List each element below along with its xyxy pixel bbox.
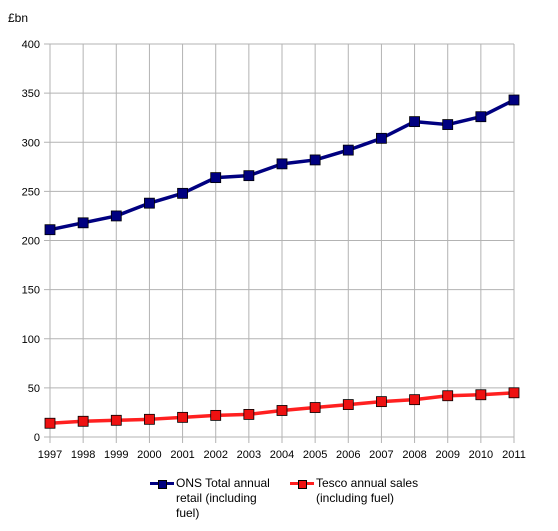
x-tick-label: 1998 — [71, 449, 95, 461]
y-tick-label: 150 — [22, 285, 40, 297]
x-tick-label: 2011 — [502, 449, 526, 461]
series-0-point — [442, 119, 454, 130]
series-1-point — [475, 389, 487, 401]
x-tick-label: 2008 — [402, 449, 426, 461]
series-1-point — [210, 409, 222, 421]
y-tick-label: 250 — [22, 186, 40, 198]
legend-item-tesco: Tesco annual sales (including fuel) — [288, 476, 456, 521]
gridlines — [44, 43, 515, 443]
series-1-point — [243, 409, 255, 420]
series-1-point — [442, 390, 454, 402]
series-0-point — [177, 187, 188, 199]
series-0-point — [508, 94, 520, 106]
series-0-point — [276, 158, 288, 170]
series-0-point — [475, 111, 487, 123]
series-1-point — [409, 394, 420, 406]
x-tick-label: 2003 — [237, 449, 261, 461]
x-tick-label: 2005 — [303, 449, 327, 461]
y-tick-label: 300 — [22, 137, 40, 149]
x-tick-label: 2000 — [137, 449, 161, 461]
series-1-point — [44, 417, 56, 429]
x-axis-ticks: 1997 1998 1999 2000 2001 2002 2003 2004 2005 2006… — [38, 449, 526, 461]
series-0-point — [342, 144, 354, 156]
series-0-point — [243, 170, 255, 182]
series-0-point — [376, 132, 387, 144]
series-1-point — [508, 387, 520, 399]
y-tick-label: 50 — [28, 383, 40, 395]
series-1-point — [276, 405, 288, 416]
legend-label-ons: ONS Total annual retail (including fuel) — [176, 476, 270, 520]
x-tick-label: 2001 — [170, 449, 194, 461]
y-tick-label: 200 — [22, 236, 40, 248]
y-tick-label: 0 — [34, 432, 40, 444]
y-tick-label: 400 — [22, 39, 40, 51]
y-axis-ticks: 0 50 100 150 200 250 300 350 400 — [22, 39, 40, 444]
legend-swatch-ons — [148, 477, 176, 491]
y-tick-label: 350 — [22, 88, 40, 100]
series-1-point — [144, 413, 155, 425]
y-tick-label: 100 — [22, 334, 40, 346]
x-tick-label: 2002 — [203, 449, 227, 461]
series-layer — [44, 94, 520, 429]
x-tick-label: 2004 — [270, 449, 294, 461]
series-1-point — [342, 399, 354, 410]
series-1-point — [110, 414, 122, 426]
legend-item-ons: ONS Total annual retail (including fuel) — [148, 476, 284, 521]
series-0-point — [144, 197, 155, 209]
x-tick-label: 1997 — [38, 449, 62, 461]
legend: ONS Total annual retail (including fuel)… — [148, 476, 548, 521]
series-1-point — [177, 411, 188, 423]
series-0-point — [409, 116, 420, 128]
series-0-point — [210, 172, 222, 184]
series-0-point — [44, 224, 56, 236]
y-unit-label: £bn — [8, 11, 28, 25]
x-tick-label: 2009 — [435, 449, 459, 461]
x-tick-label: 2006 — [336, 449, 360, 461]
series-1-point — [77, 415, 89, 427]
legend-label-tesco: Tesco annual sales (including fuel) — [316, 476, 419, 505]
series-0-point — [110, 210, 122, 222]
series-1-point — [376, 396, 387, 408]
series-0-point — [309, 154, 321, 166]
series-0-point — [77, 217, 89, 229]
x-tick-label: 1999 — [104, 449, 128, 461]
x-tick-label: 2010 — [469, 449, 493, 461]
series-1-point — [309, 402, 321, 413]
x-tick-label: 2007 — [369, 449, 393, 461]
legend-swatch-tesco — [288, 477, 316, 491]
